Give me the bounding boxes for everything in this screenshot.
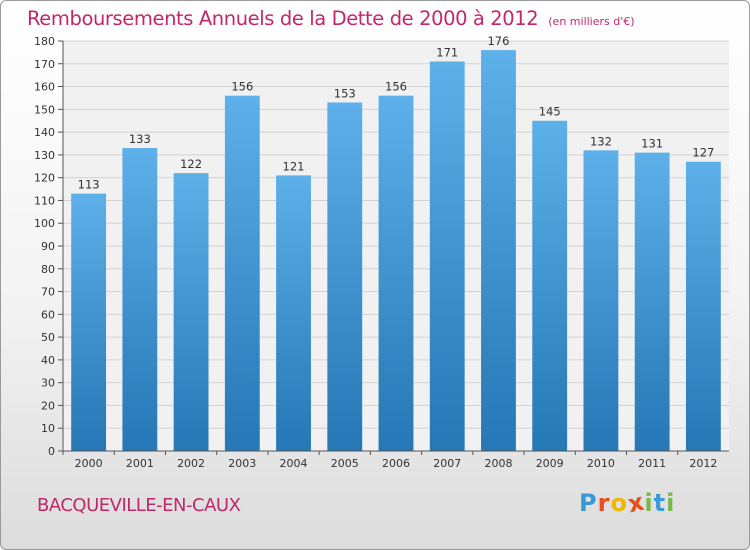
x-tick-label: 2011 [638,457,666,470]
bar-value-label: 145 [539,105,561,119]
bar-2008 [481,50,516,451]
bar-2007 [429,61,465,451]
bar-2011 [634,152,670,451]
bar-2005 [327,102,363,451]
bar-value-label: 127 [692,146,714,160]
y-tick-label: 90 [41,240,55,253]
bar-2006 [378,95,414,452]
y-tick-label: 180 [34,35,55,48]
y-tick-label: 140 [34,126,55,139]
bar-2001 [122,148,158,452]
y-tick-label: 130 [34,149,55,162]
x-tick-label: 2008 [484,457,512,470]
y-tick-label: 20 [41,399,55,412]
x-tick-label: 2003 [228,457,256,470]
x-tick-label: 2009 [536,457,564,470]
chart-title-text: Remboursements Annuels de la Dette de 20… [27,7,539,30]
y-tick-label: 70 [41,286,55,299]
y-tick-label: 60 [41,308,55,321]
x-tick-label: 2010 [587,457,615,470]
bar-value-label: 156 [231,80,253,94]
y-axis: 0 10 20 30 40 50 60 70 80 90 100 110 120 130 140 150 160… [34,35,64,458]
logo-letter: i [644,489,654,517]
chart-unit: (en milliers d'€) [548,15,635,28]
x-tick-label: 2001 [126,457,154,470]
bar-value-label: 121 [283,159,305,173]
bar-2000 [71,193,107,451]
x-tick-label: 2006 [382,457,410,470]
city-name: BACQUEVILLE-EN-CAUX [37,495,241,516]
y-tick-label: 50 [41,331,55,344]
y-tick-label: 170 [34,58,55,71]
bar-2009 [532,120,568,451]
bar-value-label: 113 [78,178,100,192]
y-tick-label: 160 [34,81,55,94]
logo-letter: r [597,489,611,517]
bar-value-label: 171 [436,46,458,60]
bar-value-label: 156 [385,80,407,94]
x-tick-label: 2000 [75,457,103,470]
y-tick-label: 40 [41,354,55,367]
proxiti-logo: Proxiti [579,488,676,519]
chart-title: Remboursements Annuels de la Dette de 20… [27,7,635,30]
x-axis: 2000 2001 2002 2003 2004 2005 2006 2007 2008 2009… [62,450,729,470]
bar-2012 [685,161,721,451]
x-tick-label: 2012 [689,457,717,470]
x-tick-label: 2007 [433,457,461,470]
bar-2010 [583,150,619,452]
x-tick-label: 2005 [331,457,359,470]
y-tick-label: 80 [41,263,55,276]
bar-2002 [173,173,209,451]
bar-2004 [276,175,311,451]
bars: 113 133 122 156 121 153 156 171 176 145 132 131 127 [71,34,721,452]
bar-2003 [224,95,260,452]
logo-letter: P [579,489,598,517]
bar-value-label: 131 [641,137,663,151]
y-tick-label: 10 [41,422,55,435]
bar-value-label: 122 [180,157,202,171]
y-tick-label: 110 [34,194,55,207]
bar-value-label: 133 [129,132,151,146]
y-tick-label: 100 [34,217,55,230]
bar-value-label: 176 [487,34,509,48]
y-tick-label: 120 [34,172,55,185]
y-tick-label: 30 [41,377,55,390]
logo-letter: o [610,489,628,517]
x-tick-label: 2004 [280,457,308,470]
logo-letter: t [653,489,667,517]
y-tick-label: 150 [34,103,55,116]
y-tick-label: 0 [48,445,55,458]
logo-letter: i [666,489,676,517]
bar-value-label: 132 [590,134,612,148]
bar-value-label: 153 [334,87,356,101]
x-tick-label: 2002 [177,457,205,470]
